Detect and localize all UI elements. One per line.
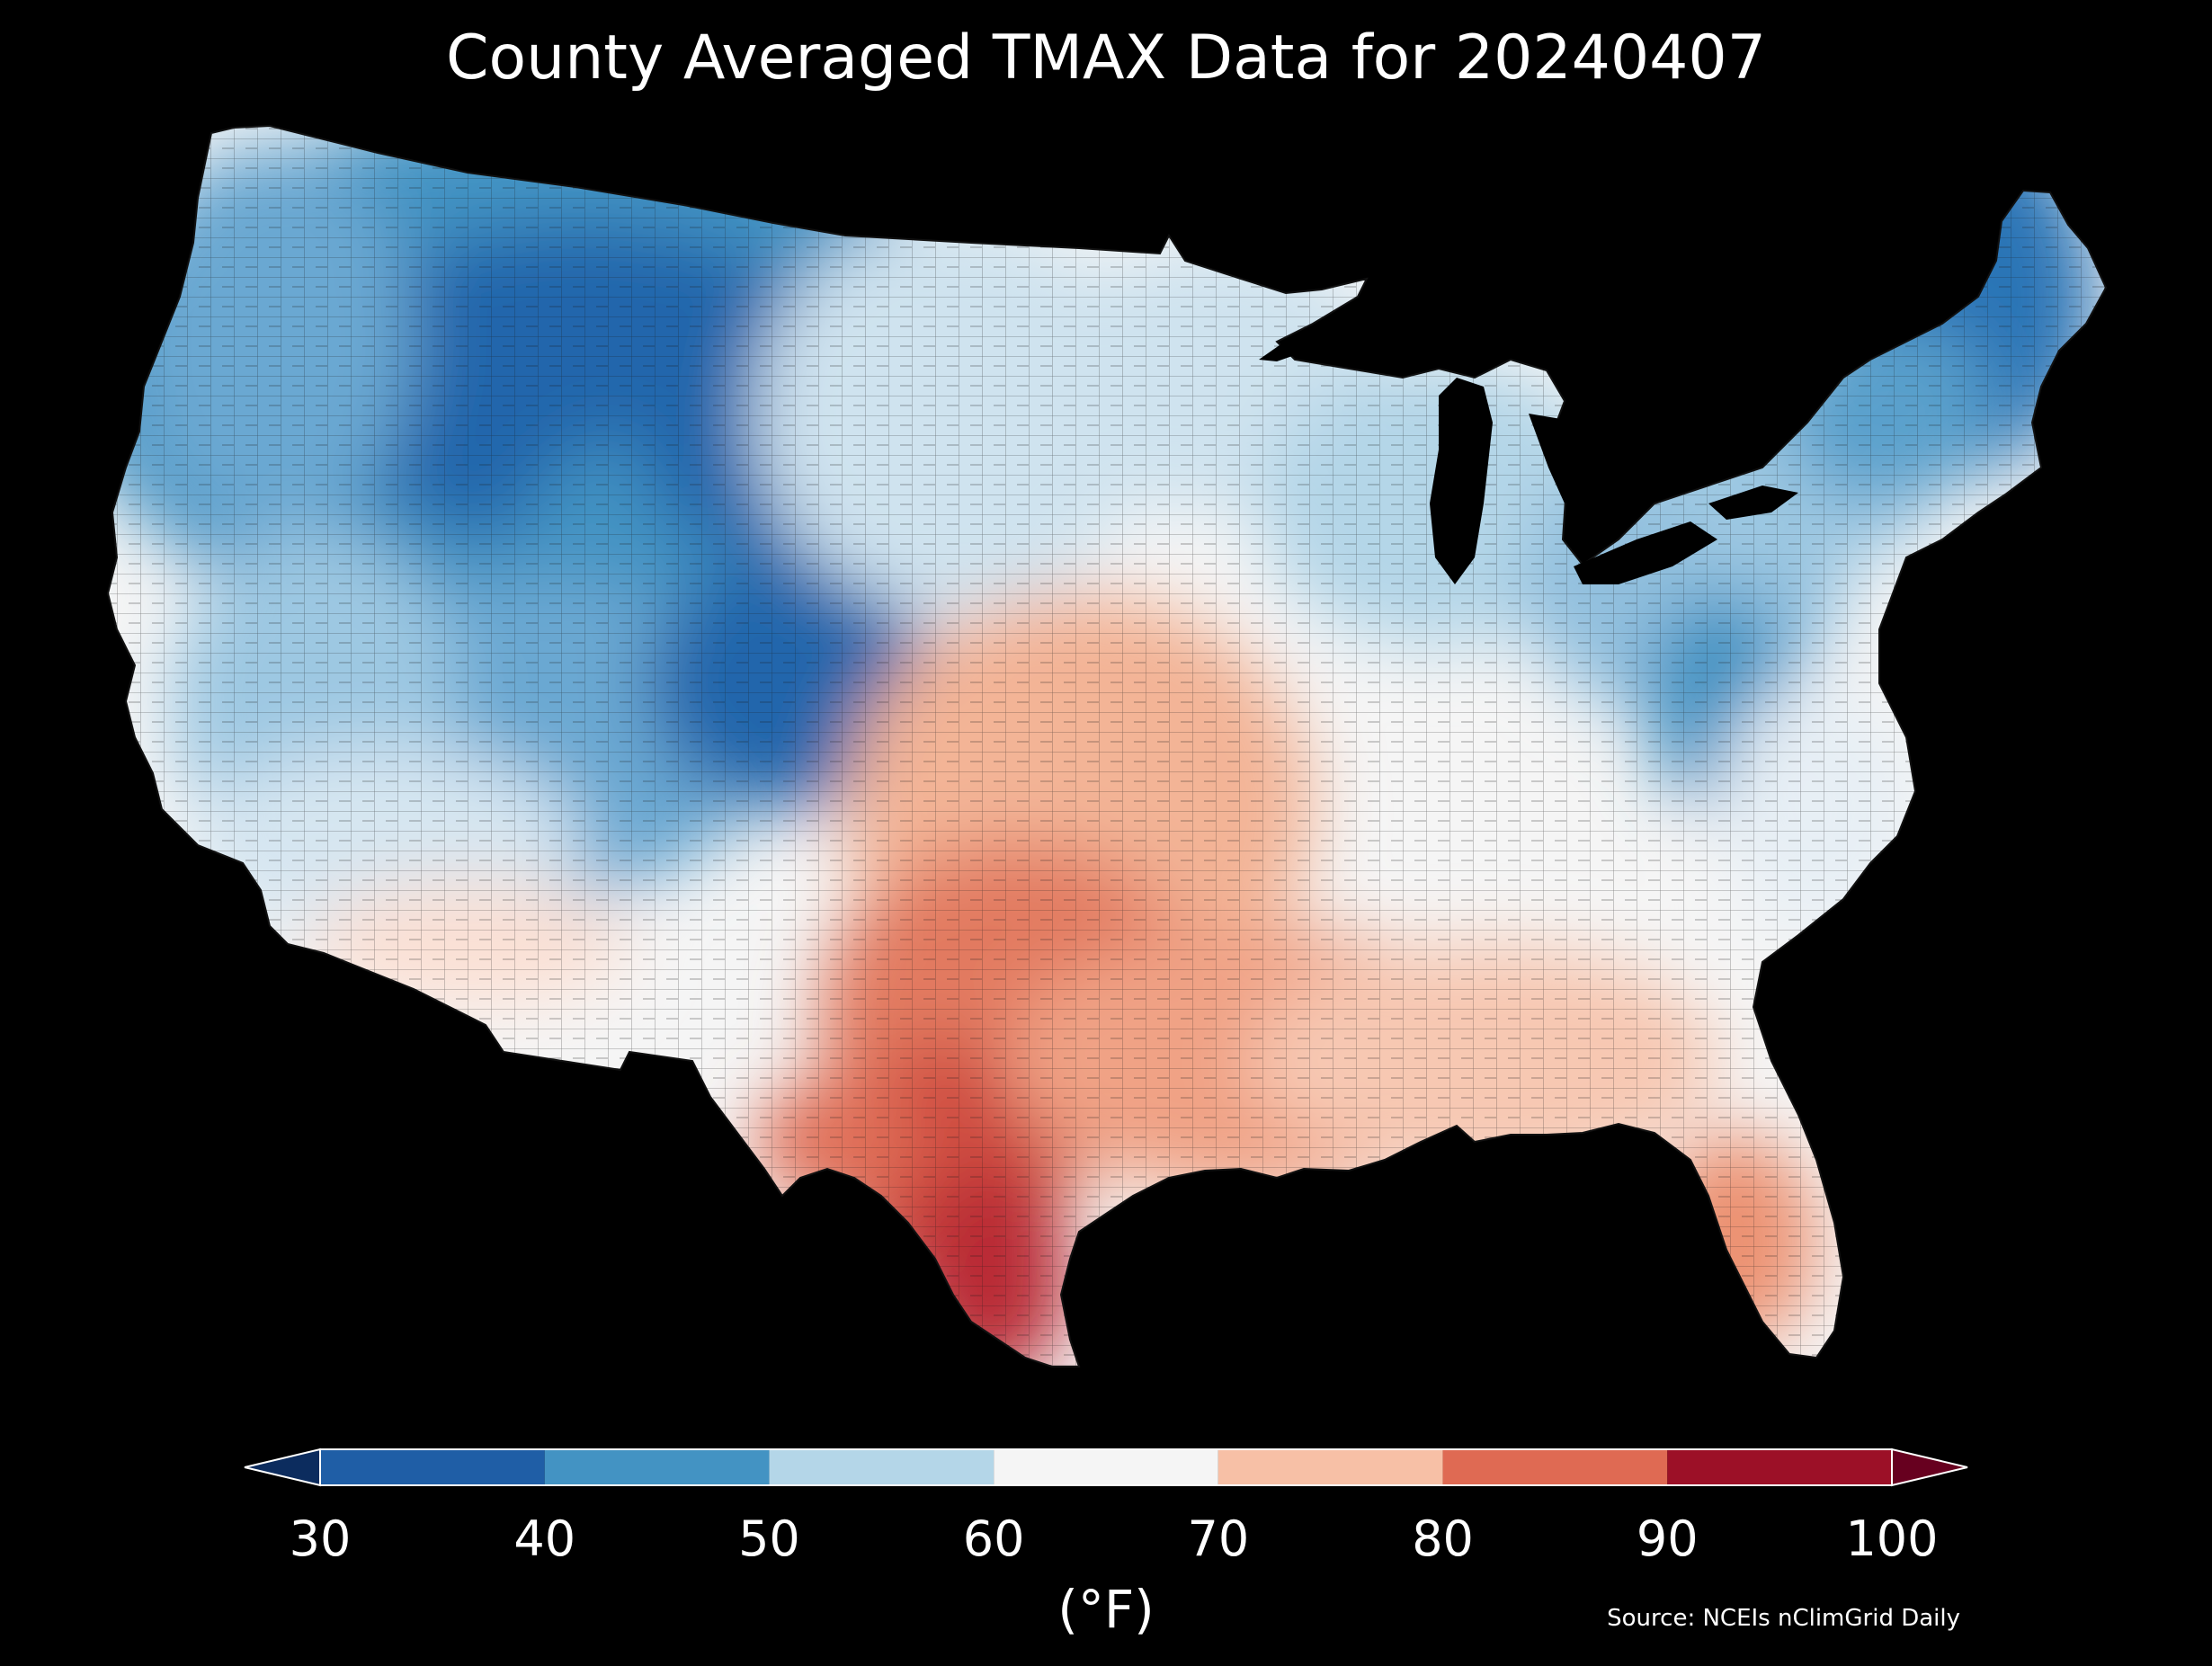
colorbar-tick-70: 70 [1187,1510,1250,1567]
colorbar-bin-70-80 [1217,1449,1443,1485]
colorbar-over-triangle [1891,1448,1968,1487]
colorbar-bin-30-40 [320,1449,545,1485]
great-lakes [1259,293,1798,584]
colorbar-bin-50-60 [769,1449,995,1485]
colorbar-bin-80-90 [1442,1449,1668,1485]
colorbar-bin-60-70 [994,1449,1218,1485]
colorbar-under-triangle [244,1448,321,1487]
colorbar-tick-30: 30 [289,1510,352,1567]
colorbar-tick-40: 40 [513,1510,576,1567]
colorbar-unit-label: (°F) [1057,1579,1155,1640]
colorbar-bin-90-100 [1667,1449,1892,1485]
colorbar-tick-80: 80 [1412,1510,1474,1567]
map-title: County Averaged TMAX Data for 20240407 [446,22,1766,94]
colorbar-tick-100: 100 [1845,1510,1939,1567]
colorbar-tick-50: 50 [738,1510,800,1567]
colorbar-frame [319,1448,1893,1486]
colorbar-tick-60: 60 [962,1510,1025,1567]
colorbar-bin-40-50 [544,1449,770,1485]
source-credit: Source: NCEIs nClimGrid Daily [1607,1605,1960,1632]
colorbar-tick-90: 90 [1636,1510,1699,1567]
